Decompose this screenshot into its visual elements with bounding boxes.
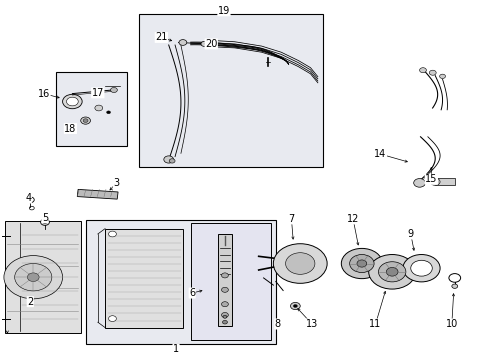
Text: 15: 15	[424, 174, 437, 184]
Circle shape	[413, 179, 425, 187]
Circle shape	[223, 315, 226, 318]
Bar	[85, 220, 276, 344]
Circle shape	[201, 41, 207, 46]
Circle shape	[368, 255, 415, 289]
Circle shape	[410, 260, 431, 276]
Circle shape	[273, 244, 326, 283]
Circle shape	[108, 316, 116, 321]
Text: 13: 13	[305, 319, 318, 329]
Circle shape	[429, 178, 439, 185]
Circle shape	[15, 264, 52, 291]
Text: 8: 8	[274, 319, 280, 329]
Circle shape	[293, 305, 297, 307]
Bar	[77, 189, 118, 199]
Circle shape	[83, 119, 88, 122]
Text: 3: 3	[113, 178, 119, 188]
Text: 19: 19	[217, 6, 230, 16]
Circle shape	[169, 159, 175, 163]
Circle shape	[402, 255, 439, 282]
Bar	[434, 178, 454, 185]
Circle shape	[163, 156, 173, 163]
Circle shape	[349, 255, 373, 273]
Circle shape	[451, 284, 457, 288]
Text: 21: 21	[155, 32, 167, 42]
Circle shape	[62, 94, 82, 109]
Text: 14: 14	[373, 149, 386, 159]
Circle shape	[4, 256, 62, 299]
Text: 1: 1	[173, 344, 179, 354]
Text: 4: 4	[25, 193, 31, 203]
Bar	[217, 234, 232, 326]
Bar	[139, 14, 322, 167]
Circle shape	[439, 74, 445, 78]
Circle shape	[108, 231, 116, 237]
Circle shape	[356, 260, 366, 267]
Text: 17: 17	[91, 88, 104, 98]
Circle shape	[95, 105, 102, 111]
Text: 20: 20	[204, 39, 217, 49]
Circle shape	[221, 302, 228, 307]
Bar	[5, 221, 81, 333]
Circle shape	[285, 253, 314, 274]
Circle shape	[428, 70, 435, 75]
Circle shape	[81, 117, 90, 124]
Circle shape	[221, 312, 228, 318]
Bar	[190, 223, 271, 340]
Circle shape	[386, 267, 397, 276]
Circle shape	[222, 320, 227, 324]
Text: 16: 16	[38, 89, 50, 99]
Text: 9: 9	[407, 229, 413, 239]
Circle shape	[290, 302, 300, 310]
Bar	[56, 72, 127, 146]
Text: 6: 6	[189, 288, 195, 298]
Text: 2: 2	[27, 297, 33, 307]
Text: 12: 12	[346, 214, 359, 224]
Text: 5: 5	[42, 213, 48, 223]
Circle shape	[341, 248, 382, 279]
Text: 10: 10	[445, 319, 457, 329]
Circle shape	[378, 262, 405, 282]
Bar	[105, 229, 183, 328]
Text: 18: 18	[64, 123, 77, 134]
Circle shape	[221, 287, 228, 292]
Circle shape	[106, 111, 110, 114]
Text: 11: 11	[368, 319, 381, 329]
Circle shape	[27, 273, 39, 282]
Text: 7: 7	[288, 214, 294, 224]
Circle shape	[66, 97, 78, 106]
Circle shape	[110, 87, 117, 93]
Circle shape	[221, 273, 228, 278]
Circle shape	[179, 40, 186, 45]
Circle shape	[41, 219, 49, 225]
Circle shape	[43, 221, 47, 224]
Circle shape	[419, 68, 426, 73]
